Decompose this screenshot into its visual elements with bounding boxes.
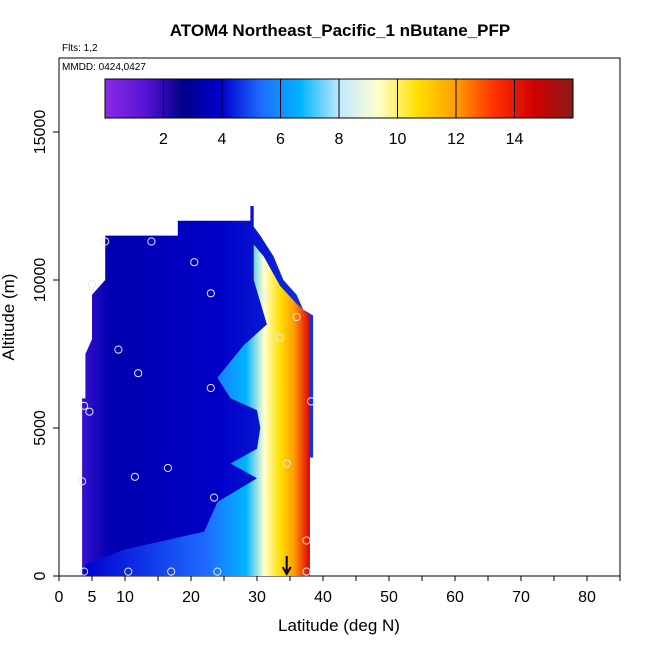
sample-point [282,459,291,468]
x-tick-label: 5 [88,589,97,606]
field-warm-plume [82,244,310,576]
colorbar-tick-label: 8 [335,131,344,148]
colorbar-tick-label: 14 [506,131,524,148]
sample-point [259,292,268,301]
x-tick-label: 60 [446,589,464,606]
colorbar-ticks: 2 4 6 8 10 12 14 [159,79,524,148]
sample-point [130,472,139,481]
sample-point [302,567,311,576]
y-axis: 0 5000 10000 15000 [32,110,59,580]
colorbar-tick-label: 2 [159,131,168,148]
x-axis: 0 5 10 20 30 40 50 60 70 80 [55,576,621,606]
sample-point [302,536,311,545]
x-axis-label: Latitude (deg N) [278,616,400,635]
colorbar-tick-label: 10 [389,131,407,148]
sample-point [78,477,87,486]
concentration-field [82,206,314,576]
y-axis-label: Altitude (m) [0,274,18,361]
x-tick-label: 70 [512,589,530,606]
sample-point [124,567,133,576]
sample-point [87,280,97,289]
x-tick-label: 50 [380,589,398,606]
y-tick-label: 15000 [32,110,49,155]
y-tick-label: 0 [32,571,49,580]
sample-points [78,237,316,576]
colorbar-tick-label: 12 [447,131,465,148]
x-tick-label: 80 [578,589,596,606]
sample-point [206,383,215,393]
x-tick-label: 40 [314,589,332,606]
sample-point [85,407,94,416]
x-tick-label: 20 [182,589,200,606]
sample-point [190,258,199,267]
sample-point [114,345,123,354]
sample-point [206,289,215,298]
sample-point [163,463,172,473]
sample-point [276,333,285,342]
chart-title: ATOM4 Northeast_Pacific_1 nButane_PFP [170,21,510,40]
sample-point [147,237,156,246]
x-tick-label: 30 [248,589,266,606]
sample-point [213,567,222,576]
sample-point [292,312,301,322]
mmdd-label: MMDD: 0424,0427 [62,62,146,73]
colorbar-tick-label: 6 [276,131,285,148]
x-tick-label: 10 [116,589,134,606]
sample-point [134,369,143,378]
sample-point [80,401,89,410]
x-tick-label: 0 [55,589,64,606]
arrow-marker [281,556,292,577]
flights-label: Flts: 1,2 [62,43,98,54]
y-tick-label: 5000 [32,410,49,446]
sample-point [101,237,110,246]
sample-point [307,397,316,406]
y-tick-label: 10000 [32,258,49,303]
sample-point [167,567,176,576]
sample-point [80,567,89,576]
plot-area: MMDD: 0424,0427 2 4 6 8 10 12 14 [58,57,621,577]
colorbar-tick-label: 4 [218,131,227,148]
plot-frame [58,57,621,577]
colorbar: 2 4 6 8 10 12 14 [104,78,574,148]
sample-point [210,493,219,502]
